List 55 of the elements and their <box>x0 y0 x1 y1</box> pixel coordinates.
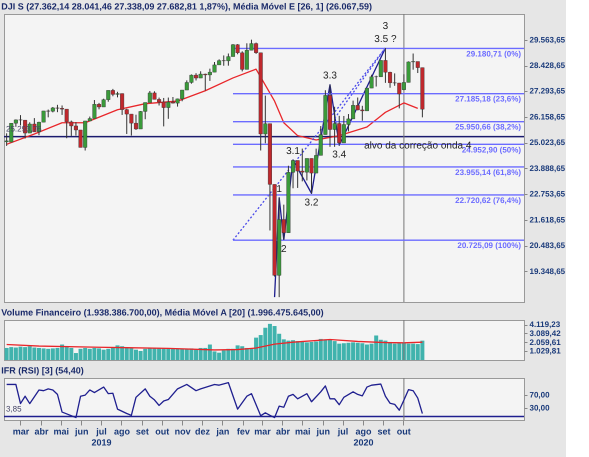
x-tick-label: jun <box>74 426 88 436</box>
x-tick-label: jun <box>315 426 330 436</box>
y-tick-label: 19.348,65 <box>530 266 566 276</box>
y-tick-label: 22.753,65 <box>530 190 566 199</box>
x-tick-label: mar <box>12 426 30 436</box>
x-tick-label: set <box>377 426 390 436</box>
x-tick-label: jul <box>336 426 348 436</box>
ref-line-label: 3,85 <box>6 404 22 414</box>
annotation: 3.3 <box>323 70 338 82</box>
series-label: 23.955,14 (61,8%) <box>455 168 522 177</box>
x-tick-label: fev <box>236 426 250 436</box>
x-tick-label: jan <box>215 426 230 436</box>
series-label: 20.725,09 (100%) <box>457 241 522 250</box>
ref-line-label: 25.293,76 <box>6 124 42 134</box>
x-tick-label: mar <box>254 426 272 436</box>
x-tick-label: mai <box>295 426 311 436</box>
y-tick-label: 30,00 <box>530 404 550 413</box>
x-tick-label: out <box>396 426 411 436</box>
series-label: 22.720,62 (76,4%) <box>455 196 522 205</box>
x-tick-label: dez <box>194 426 210 436</box>
annotation: 3.1 <box>286 146 300 157</box>
y-tick-label: 2.059,61 <box>530 338 562 347</box>
y-tick-label: 26.158,65 <box>530 112 566 122</box>
y-tick-label: 3.089,42 <box>530 328 562 338</box>
y-tick-label: 1.029,81 <box>530 346 562 356</box>
x-tick-label: abr <box>276 426 290 436</box>
y-tick-label: 20.483,65 <box>530 241 566 250</box>
y-tick-label: 70,00 <box>530 390 550 400</box>
annotation: 2 <box>281 244 288 255</box>
annotation: 3.5 ? <box>374 34 397 46</box>
y-tick-label: 29.563,65 <box>530 35 566 44</box>
series-label: 25.950,66 (38,2%) <box>455 122 522 132</box>
x-tick-label: set <box>136 426 149 436</box>
series-label: 29.180,71 (0%) <box>466 49 522 58</box>
x-tick-label: abr <box>34 426 49 436</box>
y-tick-label: 28.428,65 <box>530 61 566 70</box>
series-label: 27.185,18 (23,6%) <box>455 94 522 104</box>
x-tick-label: out <box>155 426 170 436</box>
y-tick-label: 23.888,65 <box>530 164 566 173</box>
chart-title: Volume Financeiro (1.938.386.700,00), Média Móvel A [20] (1.996.475.645,00) <box>1 308 324 318</box>
x-tick-label: nov <box>174 426 191 436</box>
annotation: 3.4 <box>332 149 347 160</box>
chart-title: DJI S (27.362,14 28.041,46 27.338,09 27.682,81 1,87%), Média Móvel E [26, 1] (26.067,59) <box>1 2 372 12</box>
x-tick-label: mai <box>53 426 70 436</box>
x-tick-label: jul 2019 <box>91 426 112 448</box>
annotation: 1 <box>276 184 282 195</box>
chart-title: IFR (RSI) [3] (54,40) <box>1 366 84 376</box>
y-tick-label: 27.293,65 <box>530 86 566 96</box>
x-tick-label: ago <box>114 426 130 436</box>
y-tick-label: 21.618,65 <box>530 215 566 224</box>
annotation: 3.2 <box>304 197 319 208</box>
y-tick-label: 4.119,23 <box>530 320 561 330</box>
x-tick-label: ago 2020 <box>353 426 374 448</box>
annotation: 3 <box>382 21 389 32</box>
y-tick-label: 25.023,65 <box>530 138 566 148</box>
